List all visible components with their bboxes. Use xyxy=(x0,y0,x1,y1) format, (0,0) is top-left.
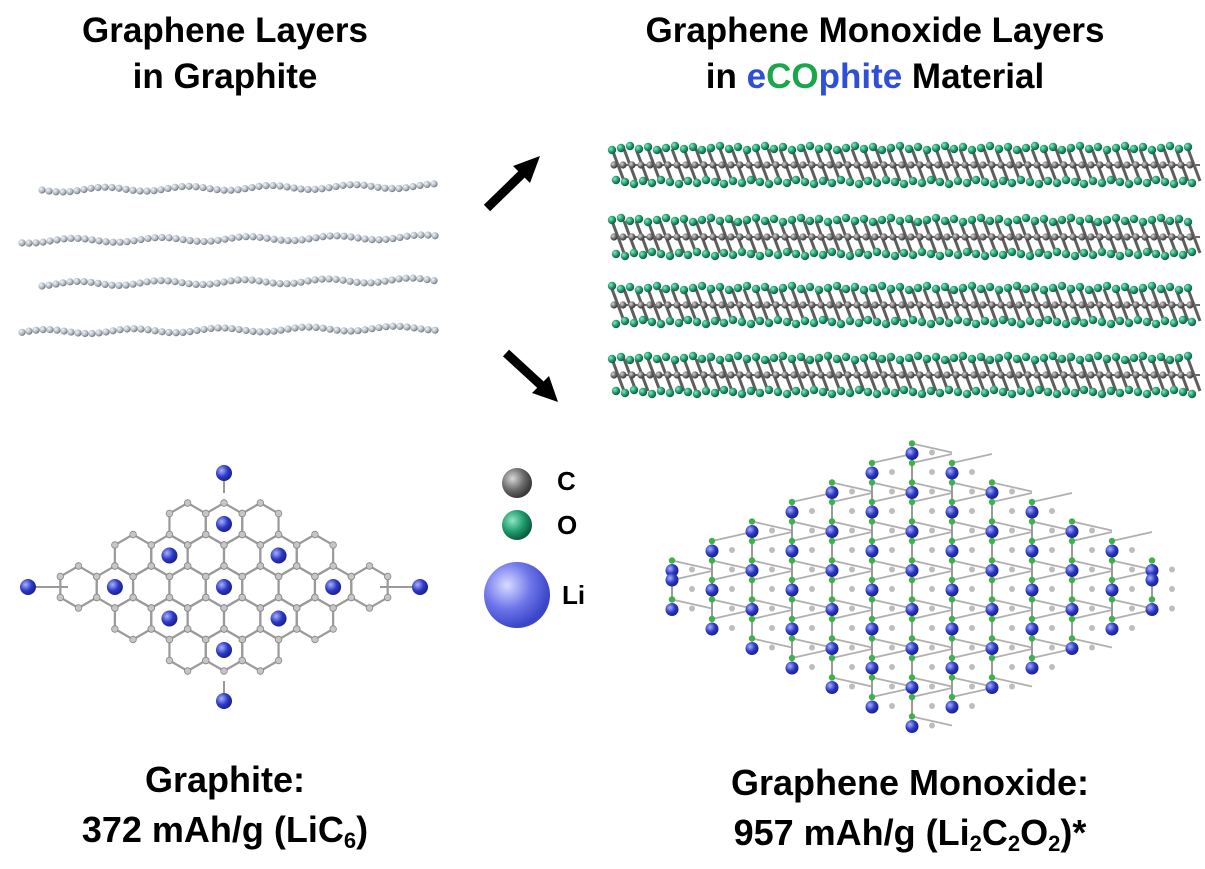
li2c2o2-lattice-top-view xyxy=(665,440,1175,733)
arrow-up-right-icon xyxy=(483,156,540,212)
left-caption-line2: 372 mAh/g (LiC6) xyxy=(25,805,425,866)
graphene-layer xyxy=(38,274,438,290)
right-subscript-c: 2 xyxy=(1007,831,1021,856)
legend-carbon-label: C xyxy=(557,466,576,496)
monoxide-layer xyxy=(607,351,1202,399)
brand-part1: e xyxy=(746,57,767,96)
right-caption-line2: 957 mAh/g (Li2C2O2)* xyxy=(620,808,1200,869)
graphene-layer xyxy=(18,322,439,338)
arrow-down-right-icon xyxy=(502,349,558,402)
right-title: Graphene Monoxide Layers in eCOphite Mat… xyxy=(570,8,1180,100)
right-title-prefix: in xyxy=(705,57,747,96)
right-formula-o: O xyxy=(1020,812,1049,853)
legend-oxygen-label: O xyxy=(557,510,578,540)
left-caption-line1: Graphite: xyxy=(144,759,305,800)
lic6-lattice-top-view xyxy=(20,465,428,709)
left-capacity-close: ) xyxy=(356,809,369,850)
right-title-line1: Graphene Monoxide Layers xyxy=(645,11,1105,50)
legend-lithium-label: Li xyxy=(562,580,586,610)
brand-part3: phite xyxy=(818,57,903,96)
right-caption: Graphene Monoxide: 957 mAh/g (Li2C2O2)* xyxy=(620,758,1200,869)
lithium-atom-icon xyxy=(484,562,550,628)
right-title-line2: in eCOphite Material xyxy=(570,54,1180,100)
monoxide-layer xyxy=(607,141,1202,189)
monoxide-layer xyxy=(607,213,1202,261)
oxygen-atom-icon xyxy=(502,510,532,540)
right-subscript-li: 2 xyxy=(969,831,982,856)
graphene-layer xyxy=(38,180,438,196)
graphene-layer xyxy=(18,231,439,247)
right-capacity-text: 957 mAh/g (Li xyxy=(733,812,970,853)
right-caption-line1: Graphene Monoxide: xyxy=(730,762,1090,803)
left-caption: Graphite: 372 mAh/g (LiC6) xyxy=(25,755,425,866)
graphene-monoxide-layer-stack xyxy=(607,141,1202,399)
right-title-suffix: Material xyxy=(902,57,1045,96)
monoxide-layer xyxy=(607,281,1202,329)
left-capacity-text: 372 mAh/g (LiC xyxy=(81,809,344,850)
right-capacity-close: )* xyxy=(1060,812,1087,853)
left-title: Graphene Layers in Graphite xyxy=(20,8,430,100)
left-subscript: 6 xyxy=(343,828,357,853)
left-title-line2: in Graphite xyxy=(132,57,318,96)
left-title-line1: Graphene Layers xyxy=(82,11,368,50)
carbon-atom-icon xyxy=(502,468,532,498)
brand-part2: CO xyxy=(766,57,819,96)
graphite-layer-stack xyxy=(18,180,439,338)
right-subscript-o: 2 xyxy=(1048,831,1061,856)
right-formula-c: C xyxy=(981,812,1008,853)
